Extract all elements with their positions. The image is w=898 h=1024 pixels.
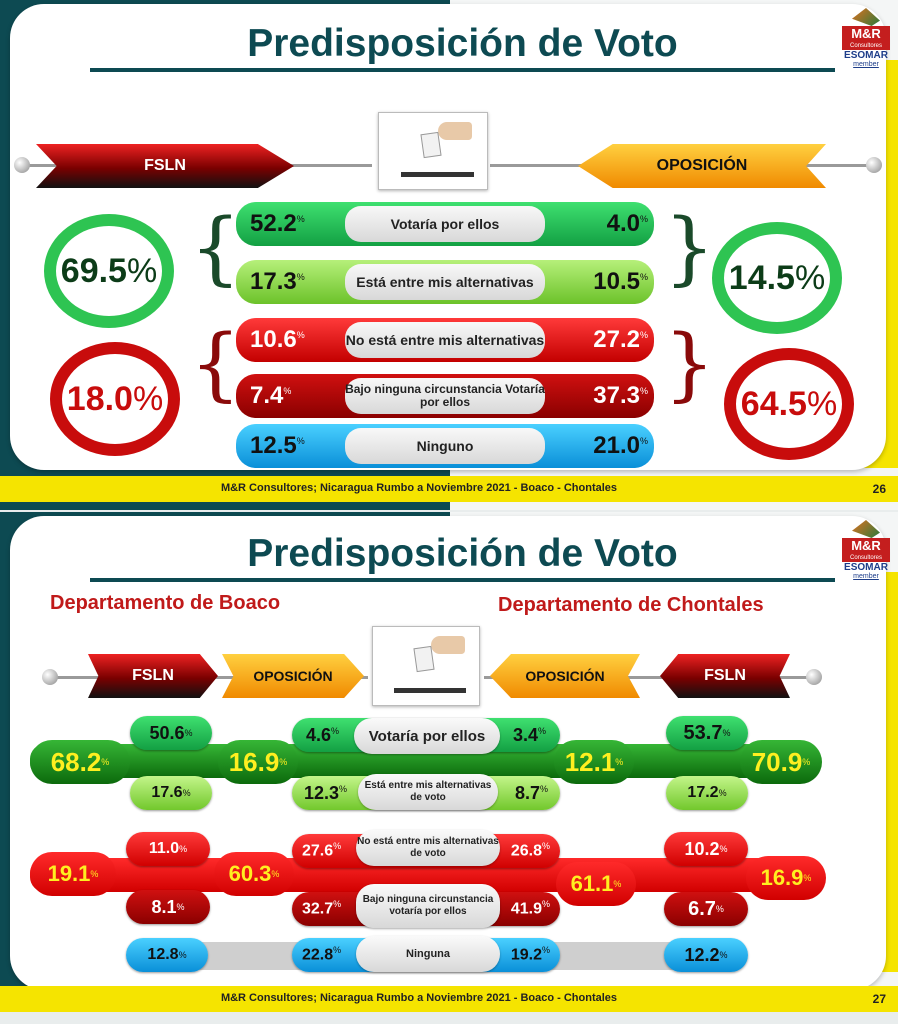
- member-text: member: [853, 573, 879, 580]
- chontales-fsln-header: FSLN: [660, 654, 790, 698]
- row-no-alternativas: 10.6% No está entre mis alternativas 27.…: [236, 318, 654, 362]
- fsln-value: 52.2%: [250, 210, 305, 237]
- page-number: 27: [872, 992, 886, 1006]
- opos-positive-total: 14.5%: [712, 222, 842, 334]
- opos-value: 4.0%: [606, 210, 648, 237]
- boaco-opos-negative-total: 60.3%: [214, 852, 294, 896]
- fsln-positive-total: 69.5%: [44, 214, 174, 328]
- chontales-fsln-alternativas: 17.2%: [666, 776, 748, 810]
- logo-subtext: Consultores: [842, 554, 890, 562]
- footer-bar: M&R Consultores; Nicaragua Rumbo a Novie…: [0, 986, 898, 1012]
- row-label: Ninguno: [345, 428, 545, 464]
- mr-logo: M&R Consultores ESOMAR member: [842, 8, 890, 68]
- dept-chontales-title: Departamento de Chontales: [498, 594, 764, 616]
- boaco-fsln-negative-total: 19.1%: [30, 852, 116, 896]
- opos-value: 10.5%: [593, 268, 648, 295]
- logo-subtext: Consultores: [842, 42, 890, 50]
- connector-line: [484, 676, 810, 679]
- row-label: Bajo ninguna circunstancia Votaría por e…: [345, 378, 545, 414]
- logo-text: M&R: [842, 538, 890, 554]
- fsln-header: FSLN: [36, 144, 294, 188]
- footer-bar: M&R Consultores; Nicaragua Rumbo a Novie…: [0, 476, 898, 502]
- brace-left-positive: {: [190, 201, 241, 294]
- row-bajo-ninguna: 7.4% Bajo ninguna circunstancia Votaría …: [236, 374, 654, 418]
- boaco-fsln-header: FSLN: [88, 654, 218, 698]
- boaco-fsln-votaria: 50.6%: [130, 716, 212, 750]
- chontales-opos-positive-total: 12.1%: [554, 740, 634, 784]
- opos-value: 21.0%: [593, 432, 648, 459]
- esomar-text: ESOMAR: [844, 562, 888, 573]
- logo-mark-icon: [852, 8, 880, 26]
- chontales-fsln-negative-total: 16.9%: [746, 856, 826, 900]
- row-label-alternativas: Está entre mis alternativas de voto: [358, 774, 498, 810]
- slide-title: Predisposición de Voto: [90, 530, 835, 582]
- chontales-opos-negative-total: 61.1%: [556, 862, 636, 906]
- member-text: member: [853, 61, 879, 68]
- fsln-value: 10.6%: [250, 326, 305, 353]
- connector-ball: [42, 669, 58, 685]
- page-number: 26: [872, 482, 886, 496]
- boaco-fsln-no-alternativas: 11.0%: [126, 832, 210, 866]
- fsln-value: 7.4%: [250, 382, 292, 409]
- fsln-value: 12.5%: [250, 432, 305, 459]
- chontales-opos-header: OPOSICIÓN: [490, 654, 640, 698]
- chontales-fsln-votaria: 53.7%: [666, 716, 748, 750]
- fsln-negative-total: 18.0%: [50, 342, 180, 456]
- connector-ball: [806, 669, 822, 685]
- footer-text: M&R Consultores; Nicaragua Rumbo a Novie…: [220, 482, 618, 494]
- row-label: Votaría por ellos: [345, 206, 545, 242]
- mr-logo: M&R Consultores ESOMAR member: [842, 520, 890, 580]
- row-label: No está entre mis alternativas: [345, 322, 545, 358]
- esomar-text: ESOMAR: [844, 50, 888, 61]
- oposicion-header: OPOSICIÓN: [578, 144, 826, 188]
- slide-27: Predisposición de Voto M&R Consultores E…: [0, 512, 898, 1012]
- row-label: Está entre mis alternativas: [345, 264, 545, 300]
- dept-boaco-title: Departamento de Boaco: [50, 592, 281, 614]
- brace-right-positive: }: [664, 201, 715, 294]
- brace-right-negative: }: [664, 317, 715, 410]
- row-alternativas: 17.3% Está entre mis alternativas 10.5%: [236, 260, 654, 304]
- chontales-fsln-ninguna: 12.2%: [664, 938, 748, 972]
- boaco-fsln-positive-total: 68.2%: [30, 740, 130, 784]
- logo-text: M&R: [842, 26, 890, 42]
- boaco-fsln-bajo-ninguna: 8.1%: [126, 890, 210, 924]
- opos-value: 37.3%: [593, 382, 648, 409]
- slide-26: Predisposición de Voto M&R Consultores E…: [0, 0, 898, 510]
- opos-value: 27.2%: [593, 326, 648, 353]
- slide-title: Predisposición de Voto: [90, 20, 835, 72]
- row-votaria: 52.2% Votaría por ellos 4.0%: [236, 202, 654, 246]
- connector-ball: [14, 157, 30, 173]
- chontales-fsln-bajo-ninguna: 6.7%: [664, 892, 748, 926]
- boaco-opos-header: OPOSICIÓN: [222, 654, 364, 698]
- opos-negative-total: 64.5%: [724, 348, 854, 460]
- brace-left-negative: {: [190, 317, 241, 410]
- logo-mark-icon: [852, 520, 880, 538]
- row-ninguno: 12.5% Ninguno 21.0%: [236, 424, 654, 468]
- boaco-opos-positive-total: 16.9%: [218, 740, 298, 784]
- row-label-no-alternativas: No está entre mis alternativas de voto: [356, 830, 500, 866]
- row-label-votaria: Votaría por ellos: [354, 718, 500, 754]
- footer-text: M&R Consultores; Nicaragua Rumbo a Novie…: [220, 992, 618, 1004]
- row-label-bajo-ninguna: Bajo ninguna circunstancia votaría por e…: [356, 884, 500, 928]
- ballot-box-icon: [372, 626, 480, 706]
- chontales-fsln-positive-total: 70.9%: [740, 740, 822, 784]
- boaco-fsln-ninguna: 12.8%: [126, 938, 208, 972]
- row-label-ninguna: Ninguna: [356, 936, 500, 972]
- ballot-box-icon: [378, 112, 488, 190]
- connector-ball: [866, 157, 882, 173]
- boaco-fsln-alternativas: 17.6%: [130, 776, 212, 810]
- fsln-value: 17.3%: [250, 268, 305, 295]
- chontales-fsln-no-alternativas: 10.2%: [664, 832, 748, 866]
